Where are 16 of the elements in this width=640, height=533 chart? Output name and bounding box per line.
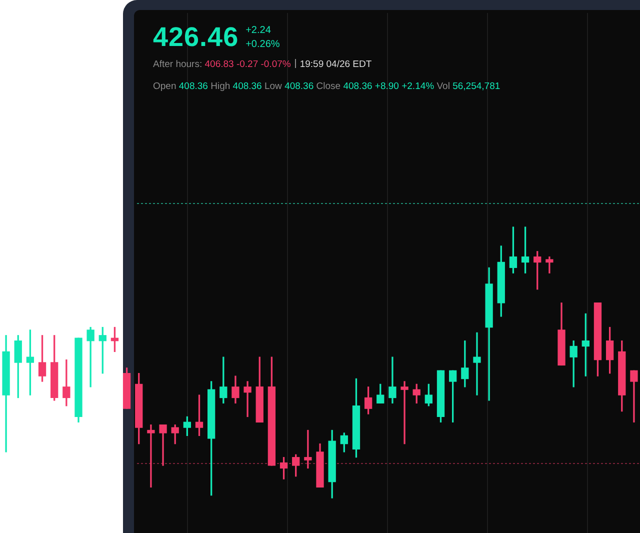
candlestick <box>159 424 167 466</box>
text: After hours: 406.83 -0.27 -0.07% <box>153 59 291 70</box>
text: +0.26% <box>246 38 280 52</box>
candlestick <box>473 332 481 396</box>
candlestick <box>304 430 312 469</box>
candlestick <box>546 256 554 274</box>
candlestick <box>147 424 155 488</box>
text: 426.46 <box>153 22 239 53</box>
candlestick <box>400 381 408 444</box>
candlestick <box>244 381 252 418</box>
text: +2.24 <box>246 24 272 38</box>
text: Open 408.36 High 408.36 Low 408.36 Close 408.36 +8.90 +2.14% Vol 56,254,781 <box>153 81 500 92</box>
candlestick <box>86 326 94 388</box>
text: 19:59 04/26 EDT <box>300 59 372 70</box>
candlestick <box>630 370 638 422</box>
candlestick <box>388 356 396 404</box>
